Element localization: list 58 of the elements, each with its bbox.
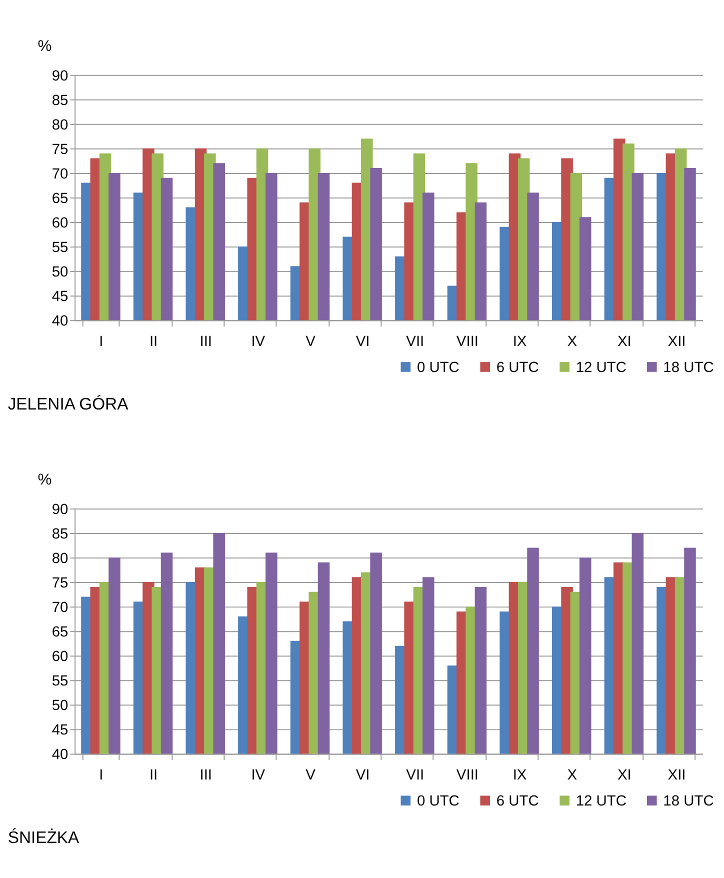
legend-label: 0 UTC — [416, 360, 460, 376]
x-tick-label: XI — [617, 334, 632, 350]
y-tick-label: 85 — [52, 92, 68, 109]
y-tick-label: 40 — [52, 747, 68, 764]
x-tick-label: IX — [512, 768, 527, 784]
y-axis-title: % — [38, 38, 52, 55]
y-tick-label: 90 — [52, 68, 68, 84]
x-tick-label: VI — [356, 334, 370, 350]
x-tick-label: X — [567, 768, 578, 784]
y-tick-label: 65 — [52, 624, 68, 640]
y-tick-label: 75 — [52, 142, 68, 158]
x-tick-label: I — [99, 334, 104, 350]
legend-label: 6 UTC — [496, 360, 540, 376]
x-tick-label: III — [200, 334, 212, 350]
x-tick-label: V — [306, 334, 316, 350]
x-tick-label: III — [200, 768, 212, 784]
x-tick-label: XII — [668, 768, 686, 784]
legend-label: 18 UTC — [663, 360, 714, 376]
x-tick-label: X — [567, 334, 578, 350]
text: JELENIA GÓRA — [8, 394, 130, 414]
y-tick-label: 65 — [52, 190, 68, 207]
x-tick-label: II — [149, 334, 158, 350]
y-tick-label: 60 — [52, 649, 68, 666]
x-tick-label: IX — [512, 334, 527, 350]
x-tick-label: IV — [251, 334, 266, 350]
x-tick-label: II — [149, 768, 158, 784]
x-tick-label: VI — [356, 768, 370, 784]
x-tick-label: XII — [668, 334, 686, 350]
y-axis-title: % — [38, 471, 52, 488]
x-tick-label: IV — [251, 768, 266, 784]
y-tick-label: 90 — [52, 502, 68, 518]
legend-label: 12 UTC — [576, 360, 627, 376]
legend-label: 6 UTC — [496, 793, 540, 810]
x-tick-label: VII — [406, 334, 424, 350]
legend-label: 12 UTC — [576, 793, 627, 810]
x-tick-label: VII — [406, 768, 424, 784]
x-tick-label: VIII — [456, 768, 478, 784]
y-tick-label: 45 — [52, 722, 68, 739]
y-tick-label: 45 — [52, 288, 68, 305]
y-tick-label: 50 — [52, 698, 68, 714]
y-tick-label: 75 — [52, 575, 68, 592]
x-tick-label: VIII — [456, 334, 478, 350]
x-tick-label: V — [306, 768, 316, 784]
y-tick-label: 55 — [52, 674, 68, 690]
y-tick-label: 80 — [52, 550, 68, 567]
legend-label: 0 UTC — [416, 793, 460, 810]
y-tick-label: 70 — [52, 166, 68, 182]
text: ŚNIEŻKA — [8, 828, 80, 848]
y-tick-label: 70 — [52, 600, 68, 616]
y-tick-label: 55 — [52, 240, 68, 256]
x-tick-label: XI — [617, 768, 632, 784]
y-tick-label: 80 — [52, 117, 68, 134]
legend-label: 18 UTC — [663, 793, 714, 810]
y-tick-label: 85 — [52, 526, 68, 542]
x-tick-label: I — [99, 768, 104, 784]
y-tick-label: 60 — [52, 215, 68, 232]
y-tick-label: 50 — [52, 264, 68, 280]
y-tick-label: 40 — [52, 314, 68, 330]
